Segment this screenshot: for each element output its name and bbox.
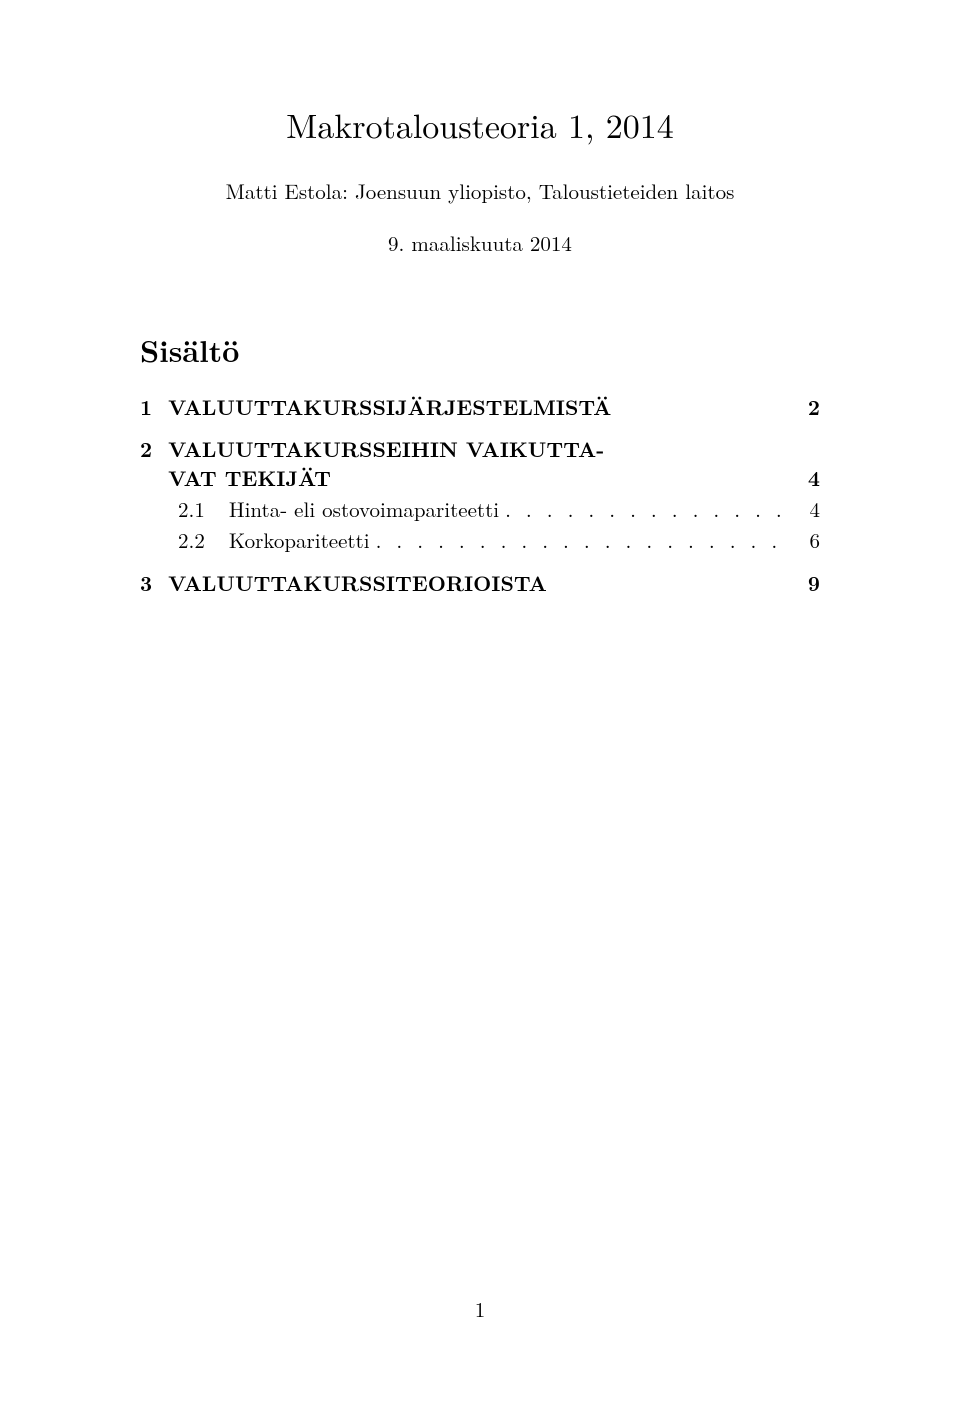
toc-section-2-line1: 2 VALUUTTAKURSSEIHIN VAIKUTTA- xyxy=(140,435,820,463)
toc-leader-dots: . . . . . . . . . . . . . . . . . . . . … xyxy=(505,495,794,523)
toc-leader-dots: . . . . . . . . . . . . . . . . . . . . … xyxy=(376,526,794,554)
toc-subsection-2-1: 2.1 Hinta- eli ostovoimapariteetti . . .… xyxy=(140,495,820,523)
toc-subsection-number: 2.2 xyxy=(178,526,205,554)
toc-section-number: 3 xyxy=(140,569,152,597)
toc-section-label: VALUUTTAKURSSIJÄRJESTELMISTÄ xyxy=(168,393,611,421)
toc-section-page: 9 xyxy=(800,569,820,597)
toc-heading: Sisältö xyxy=(140,328,820,371)
toc-section-number: 2 xyxy=(140,435,152,463)
toc-section-label: VAT TEKIJÄT xyxy=(168,464,331,492)
toc-section-page: 4 xyxy=(800,464,820,492)
document-date: 9. maaliskuuta 2014 xyxy=(140,228,820,258)
document-title: Makrotalousteoria 1, 2014 xyxy=(140,100,820,148)
document-author: Matti Estola: Joensuun yliopisto, Talous… xyxy=(140,176,820,206)
toc-section-page: 2 xyxy=(800,393,820,421)
toc-section-3: 3 VALUUTTAKURSSITEORIOISTA 9 xyxy=(140,569,820,597)
toc-subsection-label: Hinta- eli ostovoimapariteetti xyxy=(229,495,499,523)
toc-subsection-page: 6 xyxy=(800,526,820,554)
toc-section-label: VALUUTTAKURSSITEORIOISTA xyxy=(168,569,547,597)
toc-section-number: 1 xyxy=(140,393,152,421)
toc-section-2-line2: 2 VAT TEKIJÄT 4 xyxy=(140,464,820,492)
toc-section-1: 1 VALUUTTAKURSSIJÄRJESTELMISTÄ 2 xyxy=(140,393,820,421)
page-number: 1 xyxy=(0,1294,960,1324)
toc: 1 VALUUTTAKURSSIJÄRJESTELMISTÄ 2 2 VALUU… xyxy=(140,393,820,597)
page: Makrotalousteoria 1, 2014 Matti Estola: … xyxy=(0,0,960,1414)
toc-section-label: VALUUTTAKURSSEIHIN VAIKUTTA- xyxy=(168,435,604,463)
toc-subsection-2-2: 2.2 Korkopariteetti . . . . . . . . . . … xyxy=(140,526,820,554)
toc-subsection-page: 4 xyxy=(800,495,820,523)
toc-subsection-number: 2.1 xyxy=(178,495,205,523)
toc-subsection-label: Korkopariteetti xyxy=(229,526,370,554)
